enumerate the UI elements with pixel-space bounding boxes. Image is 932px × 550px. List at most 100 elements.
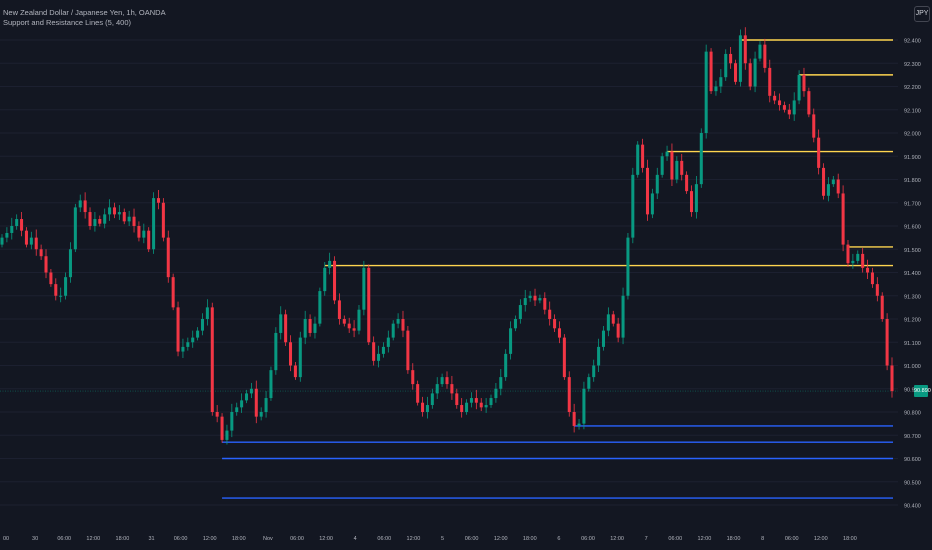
candle [787, 103, 791, 120]
candle [504, 349, 508, 381]
candle [73, 203, 77, 253]
candle [626, 232, 630, 300]
candle-body [220, 416, 224, 440]
candle [254, 380, 258, 424]
indicator-label[interactable]: Support and Resistance Lines (5, 400) [3, 18, 131, 27]
candle [773, 91, 777, 105]
candle-body [504, 353, 508, 378]
candle-body [455, 393, 459, 406]
candle [108, 199, 112, 221]
candle [450, 375, 454, 400]
candle [68, 242, 72, 283]
candle [303, 310, 307, 345]
candle-body [313, 323, 317, 333]
candle [137, 221, 141, 242]
candle-body [298, 337, 302, 378]
candle-body [39, 249, 43, 257]
symbol-title: New Zealand Dollar / Japanese Yen, 1h, O… [3, 8, 166, 17]
candle-body [601, 330, 605, 347]
candle-body [582, 388, 586, 424]
candle-body [460, 405, 464, 412]
time-tick-label: 18:00 [232, 536, 246, 542]
candle-body [73, 207, 77, 250]
candle-body [24, 230, 28, 245]
candle [543, 292, 547, 315]
candle [494, 382, 498, 403]
candle [606, 307, 610, 337]
time-tick-label: 6 [557, 536, 560, 542]
candle-body [93, 219, 97, 226]
candle [210, 302, 214, 416]
candle [166, 230, 170, 283]
candle [729, 46, 733, 69]
candle-body [64, 277, 68, 296]
candle-body [856, 253, 860, 261]
candle [641, 138, 645, 173]
candle [513, 315, 517, 332]
candle [621, 287, 625, 345]
candle-body [161, 202, 165, 238]
candle [699, 128, 703, 188]
candle [156, 189, 160, 210]
candle [357, 305, 361, 335]
candle [186, 337, 190, 351]
candle [841, 185, 845, 252]
candle-body [885, 319, 889, 366]
candle [685, 171, 689, 194]
time-tick-label: 7 [645, 536, 648, 542]
price-axis[interactable]: 92.400 92.300 92.200 92.100 92.000 91.900 91.8… [904, 39, 921, 510]
candle-body [352, 328, 356, 331]
candle-body [323, 267, 327, 292]
candle-body [391, 323, 395, 338]
candle-body [445, 377, 449, 385]
candle [24, 227, 28, 248]
candle-body [83, 200, 87, 213]
candle [293, 362, 297, 380]
candle-body [289, 342, 293, 366]
candle-body [592, 365, 596, 378]
candle [817, 129, 821, 175]
candle [533, 288, 537, 306]
candle [425, 396, 429, 419]
candle [362, 260, 366, 316]
candle-body [641, 144, 645, 168]
candle [587, 373, 591, 392]
candle [230, 403, 234, 438]
candle-body [406, 330, 410, 371]
candle-body [34, 237, 38, 250]
candle [367, 264, 371, 346]
candle-body [557, 328, 561, 338]
candle-body [29, 237, 33, 245]
candle [401, 310, 405, 338]
time-tick-label: 00 [3, 536, 9, 542]
candle [430, 388, 434, 409]
candle-body [636, 144, 640, 175]
candle [831, 176, 835, 187]
candle-body [347, 323, 351, 329]
candle-body [469, 398, 473, 403]
price-tick-label: 91.800 [904, 178, 921, 184]
candle-body [59, 295, 63, 297]
candle [523, 289, 527, 312]
candle [10, 217, 14, 240]
candle-body [293, 365, 297, 378]
currency-badge[interactable]: JPY [914, 6, 930, 22]
candle [650, 188, 654, 219]
candle-body [20, 219, 24, 231]
candle-body [132, 216, 136, 226]
candle [748, 58, 752, 91]
candle-body [377, 353, 381, 361]
candle [259, 407, 263, 421]
candle-body [396, 319, 400, 324]
candle-body [846, 244, 850, 264]
candle-body [513, 319, 517, 329]
candle [778, 93, 782, 111]
candle-body [78, 200, 82, 208]
candle [484, 398, 488, 413]
candle-body [357, 309, 361, 331]
price-tick-label: 91.000 [904, 364, 921, 370]
candle [147, 227, 151, 253]
time-axis[interactable]: 00 30 06:00 12:00 18:00 31 06:00 12:00 18:00 Nov 0… [3, 536, 857, 542]
candle [743, 27, 747, 70]
